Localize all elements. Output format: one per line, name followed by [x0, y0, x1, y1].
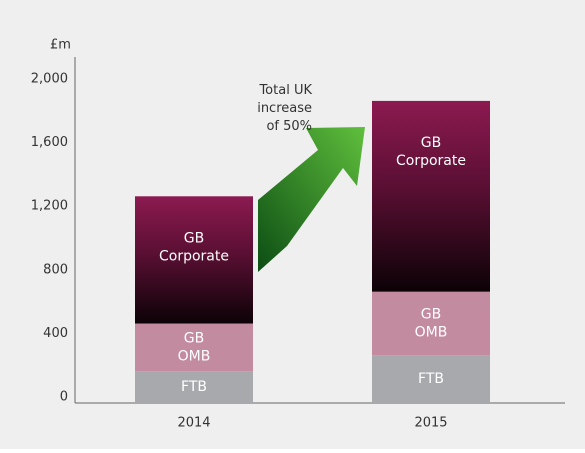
y-tick-label: 1,200	[31, 199, 68, 214]
segment-label: GB Corporate	[396, 135, 466, 169]
x-tick-label: 2014	[177, 416, 210, 431]
increase-arrow	[258, 127, 365, 272]
y-tick-label: 0	[60, 390, 68, 405]
y-axis-label: £m	[50, 38, 71, 53]
segment-label: GB OMB	[178, 330, 211, 364]
y-tick-label: 1,600	[31, 135, 68, 150]
x-tick-label: 2015	[414, 416, 447, 431]
annotation-line: increase	[257, 101, 312, 116]
bar-segment	[372, 100, 490, 292]
bar-segment	[372, 355, 490, 403]
y-tick-label: 800	[43, 262, 68, 277]
segment-label: FTB	[181, 379, 207, 395]
bar-segment	[135, 323, 253, 372]
annotation-line: of 50%	[266, 119, 312, 134]
bar-segment	[135, 196, 253, 324]
segment-label: FTB	[418, 371, 444, 387]
annotation-line: Total UK	[258, 83, 312, 98]
y-tick-label: 400	[43, 326, 68, 341]
segment-label: GB OMB	[415, 307, 448, 341]
bar-segment	[135, 371, 253, 403]
annotation: Total UK increase of 50%	[257, 83, 312, 134]
segment-label: GB Corporate	[159, 230, 229, 264]
bar-segment	[372, 291, 490, 356]
y-tick-label: 2,000	[31, 72, 68, 87]
